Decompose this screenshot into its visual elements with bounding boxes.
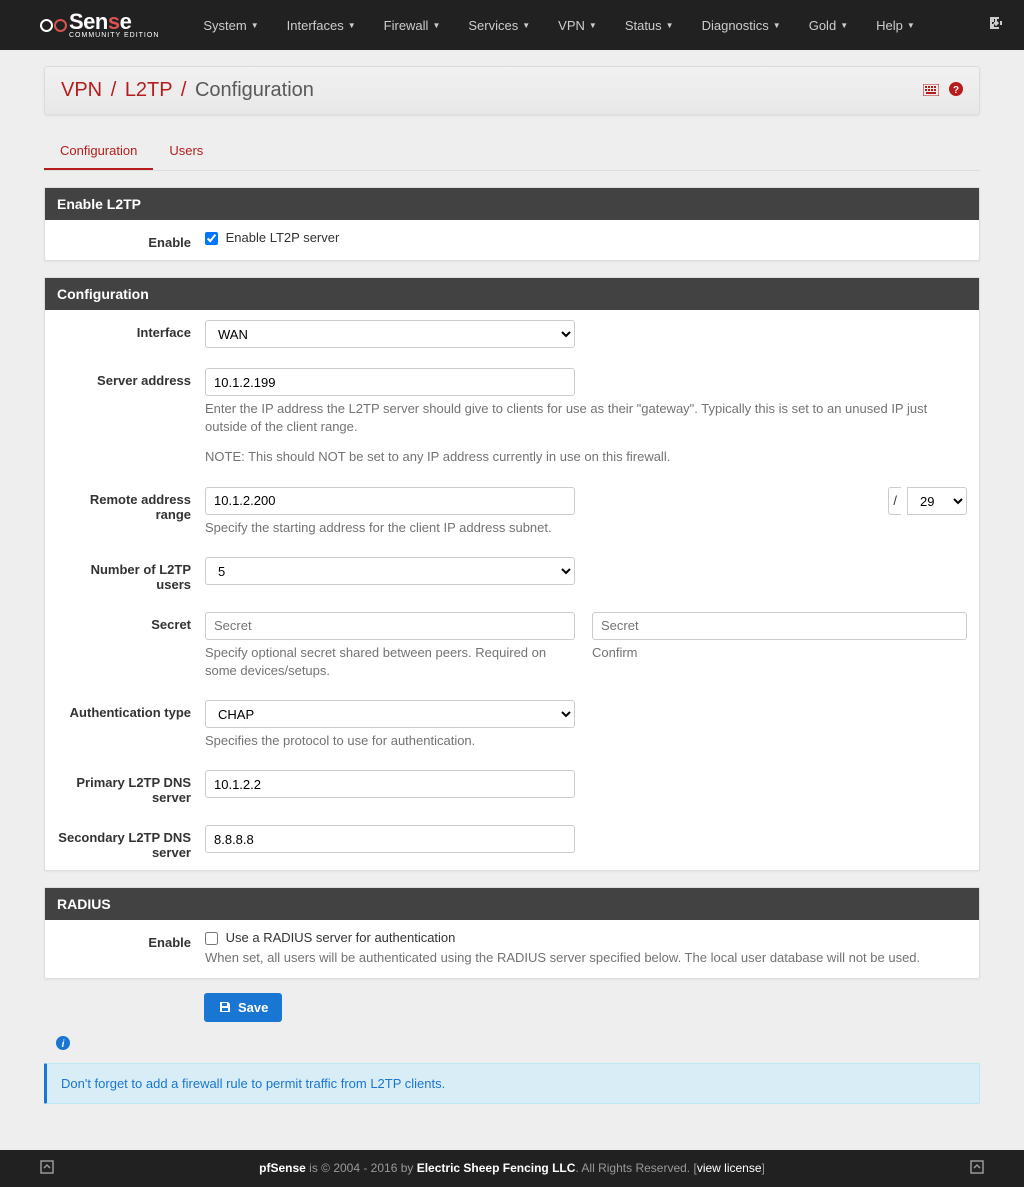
label-secret: Secret	[57, 612, 205, 632]
secret-confirm-label: Confirm	[592, 644, 967, 662]
footer-right-icon[interactable]	[970, 1160, 984, 1177]
logo[interactable]: Sense COMMUNITY EDITION	[40, 11, 159, 39]
primary-dns-input[interactable]	[205, 770, 575, 798]
top-navbar: Sense COMMUNITY EDITION System▼ Interfac…	[0, 0, 1024, 50]
save-button[interactable]: Save	[204, 993, 282, 1022]
license-link[interactable]: view license	[697, 1161, 762, 1175]
label-primary-dns: Primary L2TP DNS server	[57, 770, 205, 805]
svg-text:i: i	[62, 1039, 65, 1050]
panel-radius: RADIUS Enable Use a RADIUS server for au…	[44, 887, 980, 978]
nav-firewall[interactable]: Firewall▼	[370, 0, 455, 50]
nav-vpn[interactable]: VPN▼	[544, 0, 611, 50]
help-icon[interactable]: ?	[949, 82, 963, 99]
label-radius-enable: Enable	[57, 930, 205, 950]
label-interface: Interface	[57, 320, 205, 340]
remote-range-input[interactable]	[205, 487, 575, 515]
enable-l2tp-checkbox[interactable]	[205, 232, 218, 245]
panel-configuration: Configuration Interface WAN Server addre…	[44, 277, 980, 871]
save-icon	[218, 1000, 232, 1014]
breadcrumb-vpn[interactable]: VPN	[61, 79, 102, 101]
tab-users[interactable]: Users	[153, 133, 219, 170]
footer-left-icon[interactable]	[40, 1160, 54, 1177]
interface-select[interactable]: WAN	[205, 320, 575, 348]
subnet-slash: /	[888, 487, 901, 515]
tab-configuration[interactable]: Configuration	[44, 133, 153, 170]
server-address-input[interactable]	[205, 368, 575, 396]
tabs: Configuration Users	[44, 133, 980, 171]
keyboard-icon[interactable]	[923, 83, 939, 99]
label-remote-range: Remote address range	[57, 487, 205, 522]
label-secondary-dns: Secondary L2TP DNS server	[57, 825, 205, 860]
nav-system[interactable]: System▼	[189, 0, 272, 50]
radius-checkbox-label[interactable]: Use a RADIUS server for authentication	[205, 930, 455, 945]
panel-header-enable: Enable L2TP	[45, 188, 979, 220]
auth-type-select[interactable]: CHAP	[205, 700, 575, 728]
secret-help: Specify optional secret shared between p…	[205, 644, 580, 680]
breadcrumb-l2tp[interactable]: L2TP	[125, 79, 172, 101]
logo-icons	[40, 19, 67, 32]
subnet-select[interactable]: 29	[907, 487, 967, 515]
remote-range-help: Specify the starting address for the cli…	[205, 519, 575, 537]
nav-interfaces[interactable]: Interfaces▼	[273, 0, 370, 50]
breadcrumb-panel: VPN / L2TP / Configuration ?	[44, 66, 980, 115]
panel-enable-l2tp: Enable L2TP Enable Enable LT2P server	[44, 187, 980, 261]
alert-info: Don't forget to add a firewall rule to p…	[44, 1063, 980, 1104]
nav-diagnostics[interactable]: Diagnostics▼	[688, 0, 795, 50]
footer: pfSense is © 2004 - 2016 by Electric She…	[0, 1150, 1024, 1187]
logout-icon[interactable]	[988, 15, 1004, 36]
radius-checkbox[interactable]	[205, 932, 218, 945]
breadcrumb: VPN / L2TP / Configuration	[61, 79, 314, 102]
label-server-address: Server address	[57, 368, 205, 388]
svg-text:?: ?	[953, 85, 959, 96]
server-address-help2: NOTE: This should NOT be set to any IP a…	[205, 448, 967, 466]
secondary-dns-input[interactable]	[205, 825, 575, 853]
auth-type-help: Specifies the protocol to use for authen…	[205, 732, 967, 750]
nav-help[interactable]: Help▼	[862, 0, 929, 50]
enable-l2tp-checkbox-label[interactable]: Enable LT2P server	[205, 230, 339, 245]
nav-status[interactable]: Status▼	[611, 0, 688, 50]
nav-gold[interactable]: Gold▼	[795, 0, 862, 50]
panel-header-config: Configuration	[45, 278, 979, 310]
panel-header-radius: RADIUS	[45, 888, 979, 920]
label-enable: Enable	[57, 230, 205, 250]
info-icon[interactable]: i	[56, 1036, 980, 1053]
server-address-help1: Enter the IP address the L2TP server sho…	[205, 400, 967, 436]
radius-help: When set, all users will be authenticate…	[205, 949, 967, 967]
num-users-select[interactable]: 5	[205, 557, 575, 585]
nav-services[interactable]: Services▼	[454, 0, 544, 50]
secret-confirm-input[interactable]	[592, 612, 967, 640]
secret-input[interactable]	[205, 612, 575, 640]
breadcrumb-current: Configuration	[195, 79, 314, 101]
label-num-users: Number of L2TP users	[57, 557, 205, 592]
label-auth-type: Authentication type	[57, 700, 205, 720]
